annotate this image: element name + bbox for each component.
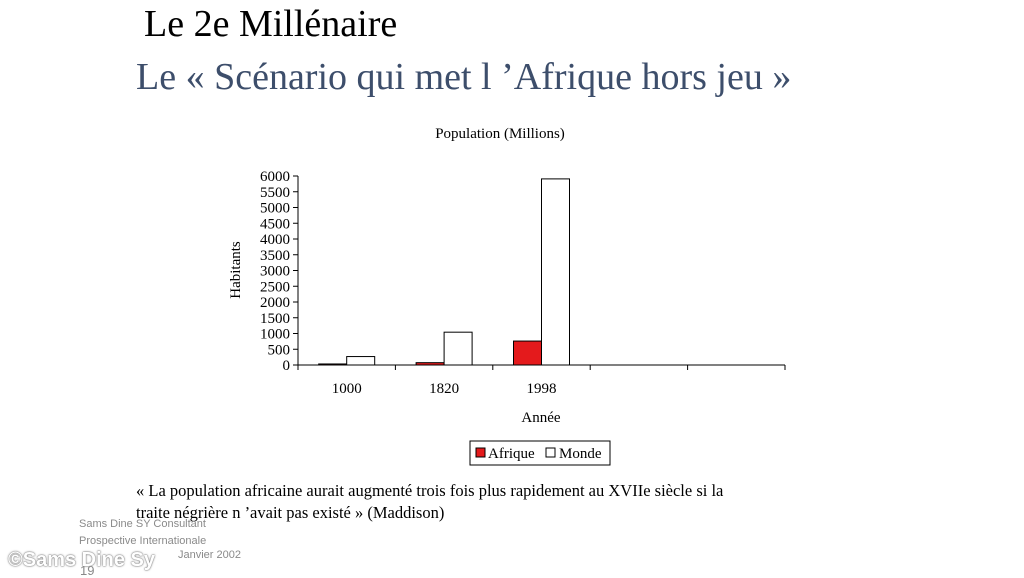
- footer-org: Prospective Internationale: [79, 535, 207, 547]
- y-tick-label: 5000: [260, 201, 290, 217]
- quote-line-1: « La population africaine aurait augment…: [136, 481, 724, 500]
- maddison-quote: « La population africaine aurait augment…: [136, 480, 836, 524]
- slide-title: Le 2e Millénaire: [144, 3, 398, 45]
- y-tick-label: 2500: [260, 279, 290, 295]
- y-tick-label: 4000: [260, 232, 290, 248]
- bar-monde-1998: [541, 178, 570, 366]
- x-tick-label: 1000: [332, 381, 362, 397]
- x-axis-ticks: 1000 1820 1998: [297, 365, 786, 397]
- slide-subtitle: Le « Scénario qui met l ’Afrique hors je…: [136, 56, 792, 98]
- legend-swatch-afrique: [475, 447, 486, 458]
- population-bar-chart: Population (Millions) Habitants Année 05…: [228, 126, 786, 466]
- y-tick-label: 1500: [260, 311, 290, 327]
- legend-box: [469, 440, 611, 466]
- y-axis-label: Habitants: [228, 241, 244, 299]
- footer-date: Janvier 2002: [178, 549, 241, 561]
- copyright-watermark: ©Sams Dine Sy: [8, 549, 156, 571]
- legend-label-monde: Monde: [559, 446, 602, 462]
- y-tick-label: 6000: [260, 169, 290, 185]
- x-tick-label: 1998: [527, 381, 557, 397]
- slide-number: 19: [80, 563, 95, 578]
- y-axis-ticks: 0500100015002000250030003500400045005000…: [260, 169, 298, 374]
- y-tick-label: 5500: [260, 185, 290, 201]
- bar-monde-1000: [346, 356, 376, 366]
- chart-legend: Afrique Monde: [469, 440, 611, 466]
- chart-bars: [318, 178, 570, 366]
- chart-axes: [297, 176, 785, 366]
- legend-swatch-monde: [545, 447, 556, 458]
- legend-label-afrique: Afrique: [488, 446, 535, 462]
- bar-afrique-1998: [513, 340, 542, 366]
- y-tick-label: 4500: [260, 216, 290, 232]
- quote-line-2: traite négrière n ’avait pas existé » (M…: [136, 503, 445, 522]
- bar-monde-1820: [443, 331, 473, 366]
- chart-title: Population (Millions): [435, 126, 565, 142]
- y-tick-label: 2000: [260, 295, 290, 311]
- y-tick-label: 500: [268, 342, 291, 358]
- x-tick-label: 1820: [429, 381, 459, 397]
- y-tick-label: 0: [283, 358, 291, 374]
- y-tick-label: 3000: [260, 264, 290, 280]
- y-tick-label: 3500: [260, 248, 290, 264]
- x-axis-label: Année: [521, 410, 560, 426]
- footer-author: Sams Dine SY Consultant: [79, 518, 206, 530]
- y-tick-label: 1000: [260, 327, 290, 343]
